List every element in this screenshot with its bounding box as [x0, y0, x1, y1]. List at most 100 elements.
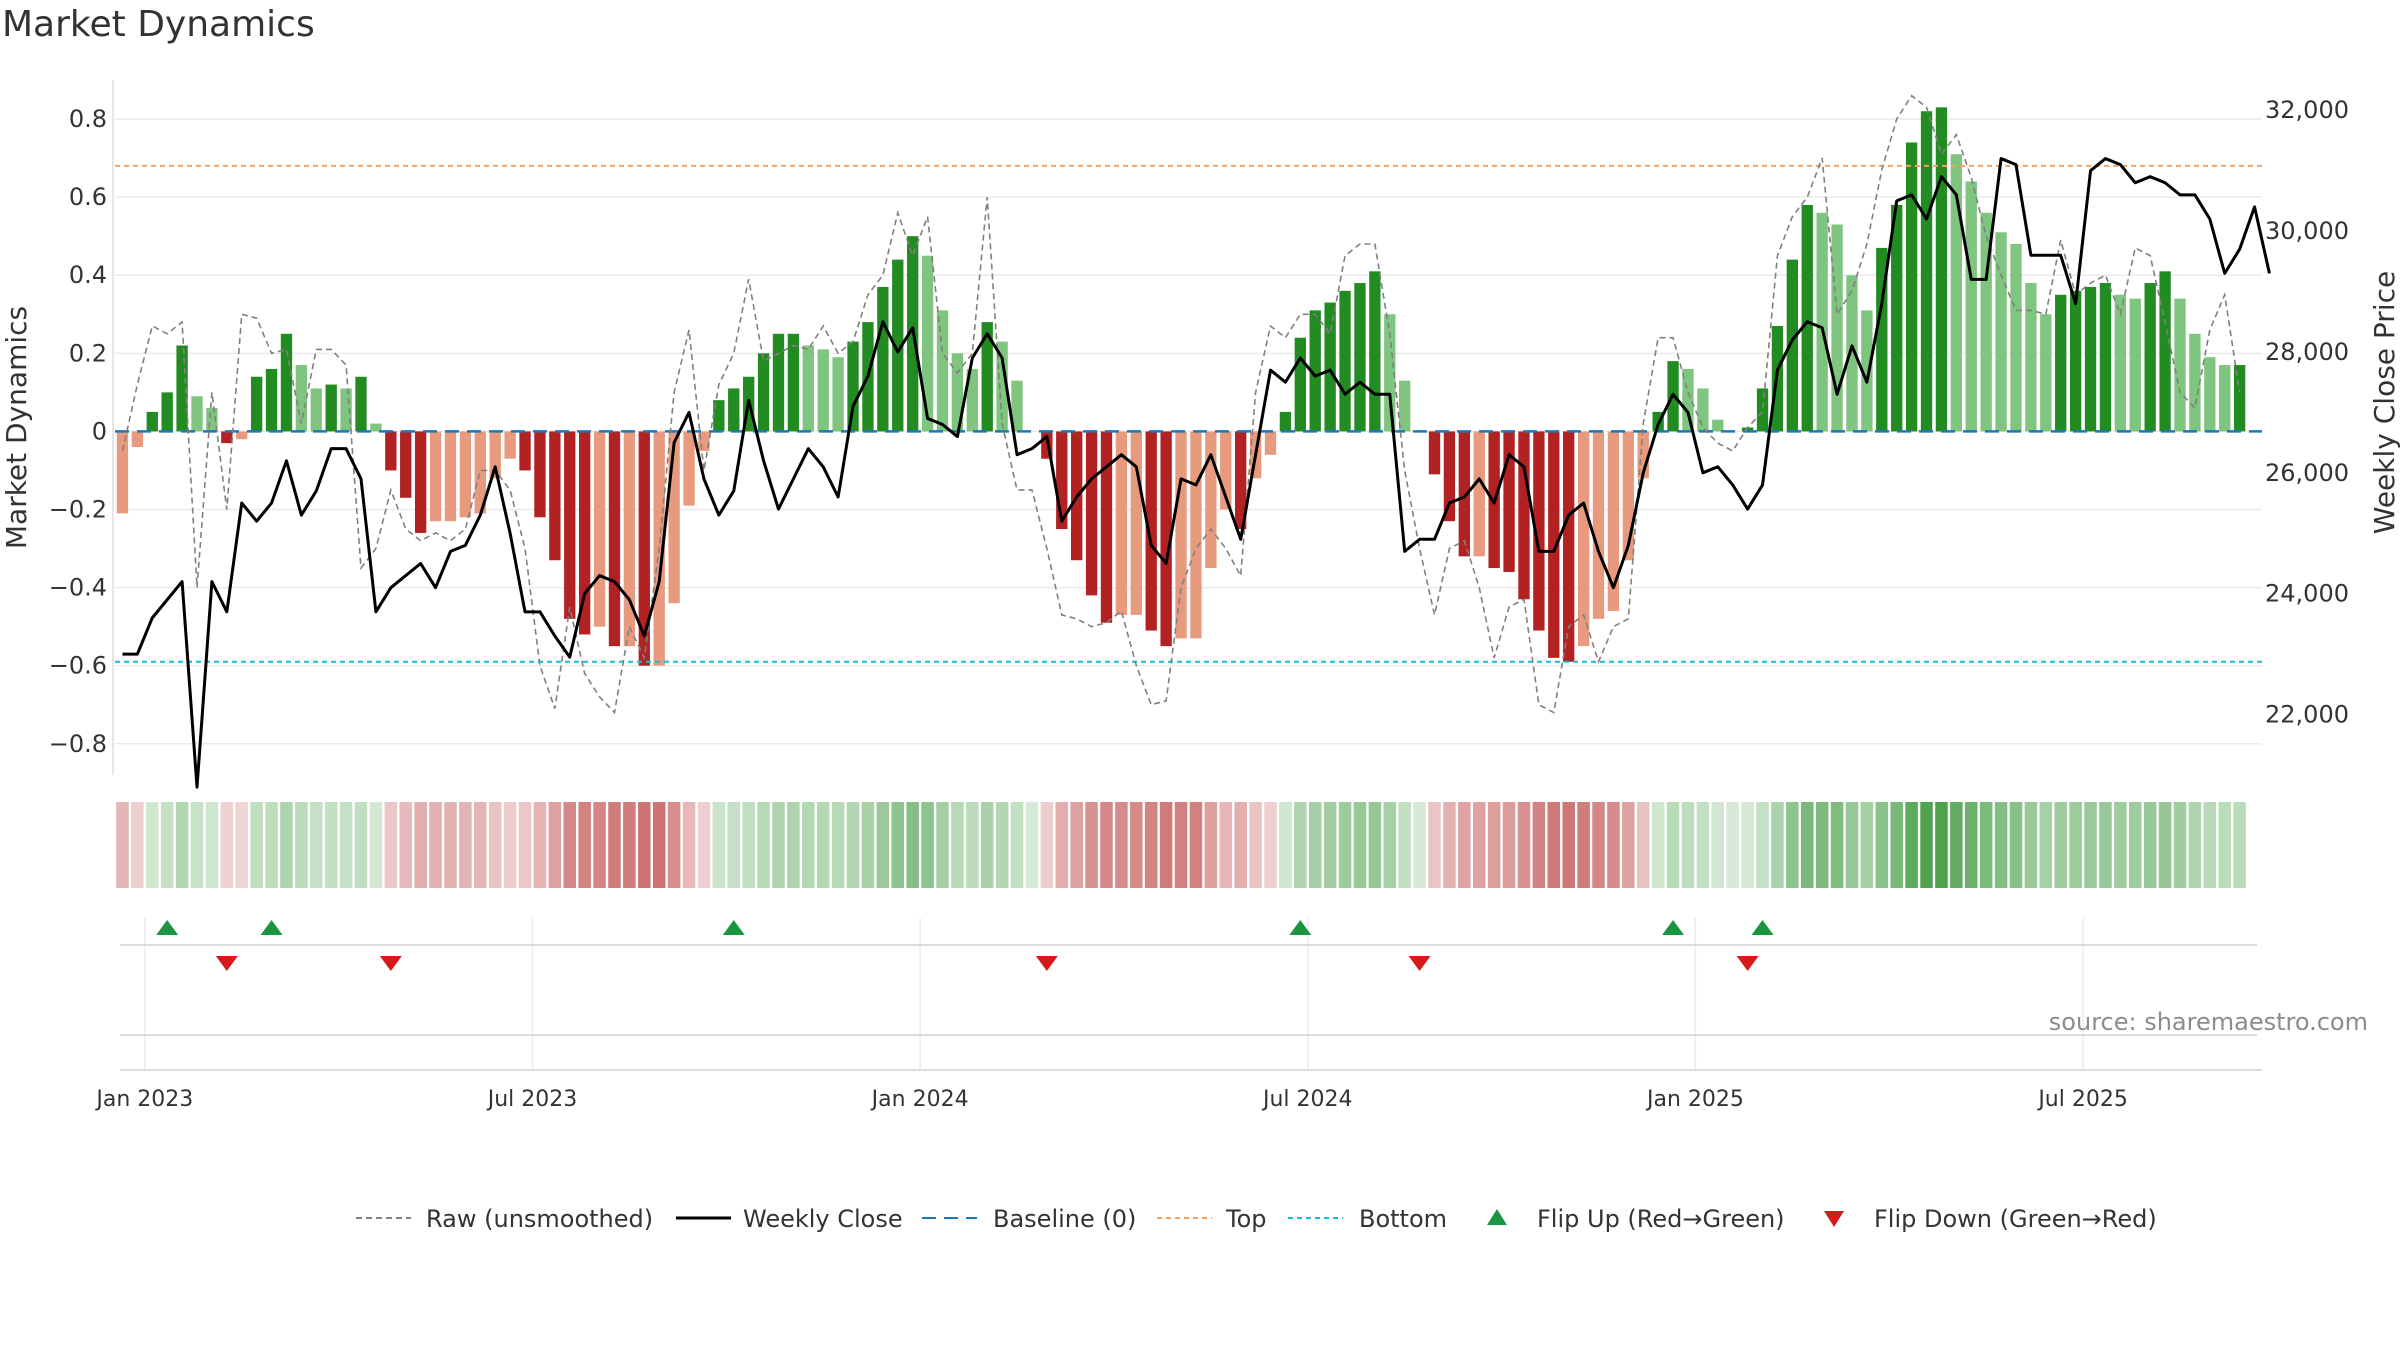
strip-cell [1830, 802, 1844, 888]
strip-cell [1964, 802, 1978, 888]
strip-cell [966, 802, 979, 888]
bar [1503, 431, 1515, 572]
flip-down-marker [1736, 956, 1759, 971]
strip-cell [474, 802, 487, 888]
strip-cell [518, 802, 532, 888]
strip-cell [190, 802, 204, 888]
strip-cell [429, 802, 442, 888]
strip-cell [1711, 802, 1725, 888]
source-note: source: sharemaestro.com [2048, 1008, 2368, 1036]
strip-cell [1815, 802, 1829, 888]
bar [593, 431, 606, 627]
bar [504, 431, 516, 459]
bar [325, 384, 337, 432]
bar [2144, 283, 2156, 432]
strip-cell [1845, 802, 1859, 888]
bar [832, 357, 844, 432]
strip-cell [1279, 802, 1292, 888]
bar [1995, 232, 2007, 432]
bar [549, 431, 561, 561]
bar [966, 368, 978, 432]
bar [1682, 368, 1694, 432]
strip-cell [2218, 802, 2231, 888]
legend-label: Weekly Close [743, 1205, 903, 1233]
strip-cell [921, 802, 934, 888]
bar [847, 341, 859, 432]
strip-cell [906, 802, 919, 888]
bar [2010, 243, 2022, 432]
strip-cell [1771, 802, 1784, 888]
y-tick-label: −0.4 [49, 574, 107, 602]
x-tick-label: Jan 2024 [870, 1087, 969, 1112]
bar [1935, 107, 1948, 432]
bar [1697, 388, 1709, 432]
strip-cell [399, 802, 413, 888]
bar [996, 341, 1008, 432]
bar [1607, 431, 1620, 612]
strip-cell [220, 802, 234, 888]
bar [1145, 431, 1157, 631]
bar [1950, 154, 1963, 432]
x-tick-label: Jan 2025 [1645, 1087, 1744, 1112]
strip-cell [891, 802, 905, 888]
bar [414, 431, 427, 533]
bar [668, 431, 680, 604]
x-tick-labels: Jan 2023 Jul 2023 Jan 2024 Jul 2024 Jan 2025… [94, 1087, 2127, 1112]
strip-cell [1115, 802, 1128, 888]
strip-cell [623, 802, 636, 888]
flip-up-marker [1751, 920, 1774, 935]
bar [534, 431, 546, 518]
strip-cell [175, 802, 189, 888]
strip-cell [1249, 802, 1262, 888]
strip-cell [2188, 802, 2202, 888]
strip-cell [1443, 802, 1456, 888]
strip-cell [2173, 802, 2187, 888]
bar [2174, 298, 2186, 432]
bar [2055, 294, 2067, 432]
bar [1891, 204, 1903, 432]
strip-cell [1905, 802, 1918, 888]
strip-cell [1920, 802, 1933, 888]
strip-cell [1472, 802, 1486, 888]
strip-cell [1010, 802, 1024, 888]
strip-cell [2233, 802, 2246, 888]
bar [444, 431, 457, 522]
strip-cell [1636, 802, 1650, 888]
bar [385, 431, 397, 471]
bar [1160, 431, 1172, 647]
bar [206, 407, 218, 432]
strip-cell [652, 802, 666, 888]
strip-cell [116, 802, 129, 888]
legend-label: Flip Down (Green→Red) [1874, 1205, 2157, 1233]
bar [713, 400, 725, 432]
bar [1399, 380, 1411, 432]
strip-cell [1502, 802, 1516, 888]
strip-cell [682, 802, 696, 888]
y2-tick-label: 30,000 [2265, 217, 2349, 245]
strip-cell [1189, 802, 1203, 888]
bar [817, 349, 829, 432]
strip-cell [160, 802, 174, 888]
strip-cell [1532, 802, 1546, 888]
bar [1294, 337, 1306, 432]
bar [683, 431, 695, 506]
bar [1369, 271, 1381, 432]
strip-cell [503, 802, 517, 888]
strip-cell [324, 802, 338, 888]
strip-cell [1085, 802, 1098, 888]
strip-cell [1353, 802, 1367, 888]
strip-cell [742, 802, 755, 888]
strip-cell [2024, 802, 2038, 888]
flip-down-marker [215, 956, 238, 971]
bar [1563, 431, 1575, 662]
y-axis-title: Market Dynamics [0, 306, 33, 549]
bar [877, 286, 889, 432]
y2-tick-label: 22,000 [2265, 701, 2349, 729]
bar [429, 431, 442, 522]
strip-cell [1159, 802, 1173, 888]
strip-cell [1323, 802, 1337, 888]
legend-label: Flip Up (Red→Green) [1537, 1205, 1785, 1233]
left-tick-labels: 0.8 0.6 0.4 0.2 0 −0.2 −0.4 −0.6 −0.8 [49, 105, 107, 758]
strip-cell [1040, 802, 1054, 888]
